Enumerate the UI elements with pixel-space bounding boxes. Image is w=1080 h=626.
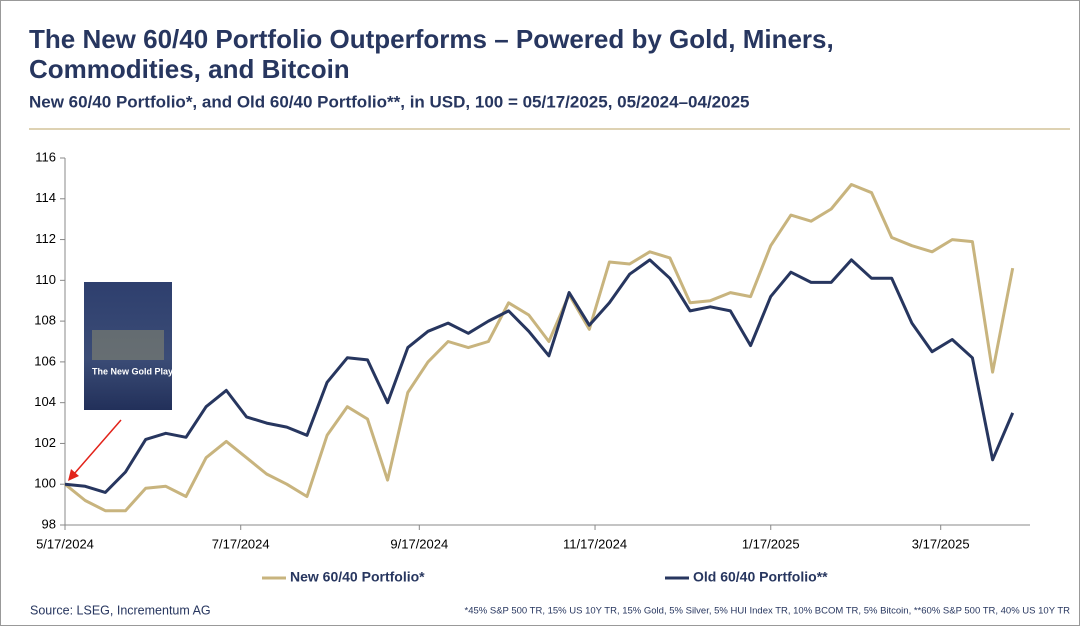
x-tick-label: 3/17/2025 — [912, 536, 970, 551]
x-tick-label: 11/17/2024 — [563, 536, 627, 551]
chart-title: The New 60/40 Portfolio Outperforms – Po… — [29, 24, 834, 54]
chart-subtitle: New 60/40 Portfolio*, and Old 60/40 Port… — [29, 92, 750, 111]
legend-label: Old 60/40 Portfolio** — [693, 569, 828, 585]
x-tick-label: 1/17/2025 — [742, 536, 800, 551]
x-tick-label: 9/17/2024 — [390, 536, 448, 551]
x-tick-label: 7/17/2024 — [212, 536, 270, 551]
inset-image: The New Gold Playbook — [84, 282, 196, 410]
y-tick-label: 98 — [42, 516, 56, 531]
y-tick-label: 100 — [34, 476, 56, 491]
y-tick-label: 108 — [34, 313, 56, 328]
arrow-head — [68, 469, 79, 481]
chart-title: Commodities, and Bitcoin — [29, 54, 350, 84]
y-tick-label: 104 — [34, 394, 56, 409]
arrow-line — [73, 419, 122, 475]
series-line — [64, 258, 1015, 494]
footnote: *45% S&P 500 TR, 15% US 10Y TR, 15% Gold… — [465, 606, 1071, 617]
x-tick-label: 5/17/2024 — [36, 536, 94, 551]
y-tick-label: 116 — [35, 149, 56, 164]
cover-art — [92, 330, 164, 360]
y-tick-label: 112 — [35, 231, 56, 246]
y-tick-label: 110 — [35, 272, 56, 287]
y-tick-label: 102 — [34, 435, 56, 450]
legend-label: New 60/40 Portfolio* — [290, 569, 425, 585]
cover-title: The New Gold Playbook — [92, 366, 196, 376]
source: Source: LSEG, Incrementum AG — [30, 603, 211, 617]
y-tick-label: 106 — [34, 353, 56, 368]
arrow — [68, 419, 122, 481]
series-line — [64, 183, 1015, 513]
y-tick-label: 114 — [35, 190, 56, 205]
